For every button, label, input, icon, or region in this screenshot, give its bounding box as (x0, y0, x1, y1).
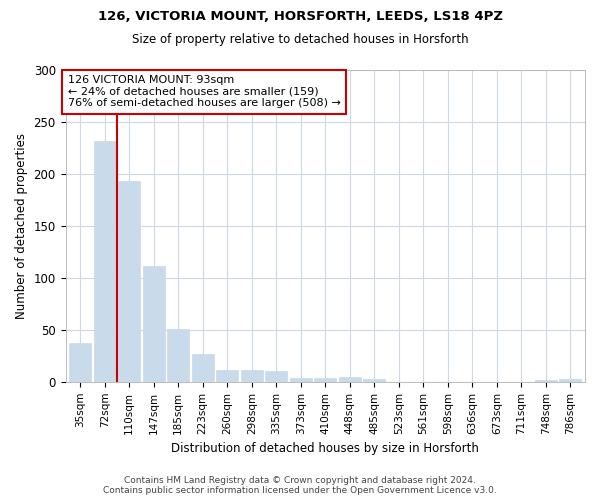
Bar (559, 378, 581, 382)
Y-axis label: Number of detached properties: Number of detached properties (15, 133, 28, 319)
Bar (535, 380, 557, 382)
Bar (314, 378, 336, 382)
Bar (69, 344, 91, 382)
Bar (363, 378, 385, 382)
Bar (167, 329, 189, 382)
Text: Contains HM Land Registry data © Crown copyright and database right 2024.
Contai: Contains HM Land Registry data © Crown c… (103, 476, 497, 495)
Bar (265, 372, 287, 382)
Bar (241, 370, 263, 382)
Bar (192, 354, 214, 382)
Bar (118, 181, 140, 382)
Bar (290, 378, 312, 382)
Bar (143, 266, 165, 382)
Bar (94, 140, 116, 382)
Text: 126, VICTORIA MOUNT, HORSFORTH, LEEDS, LS18 4PZ: 126, VICTORIA MOUNT, HORSFORTH, LEEDS, L… (97, 10, 503, 23)
X-axis label: Distribution of detached houses by size in Horsforth: Distribution of detached houses by size … (172, 442, 479, 455)
Bar (216, 370, 238, 382)
Bar (339, 376, 361, 382)
Text: Size of property relative to detached houses in Horsforth: Size of property relative to detached ho… (131, 32, 469, 46)
Text: 126 VICTORIA MOUNT: 93sqm
← 24% of detached houses are smaller (159)
76% of semi: 126 VICTORIA MOUNT: 93sqm ← 24% of detac… (68, 75, 341, 108)
